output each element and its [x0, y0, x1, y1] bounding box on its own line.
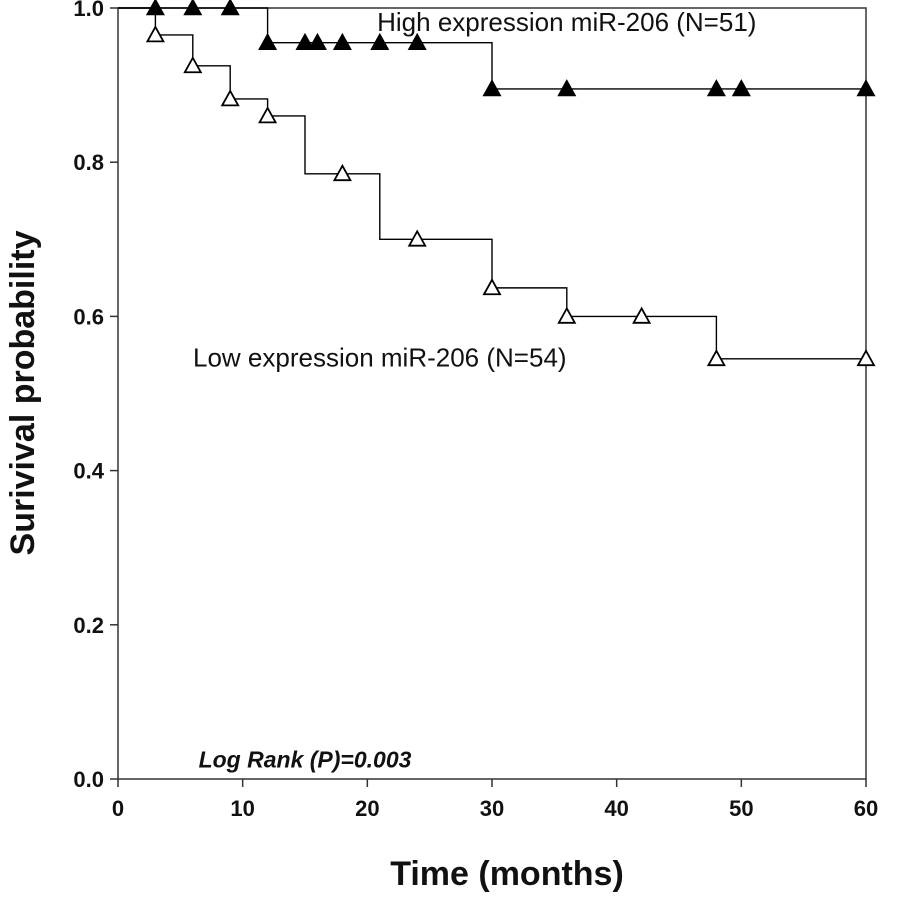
x-axis: 0 10 20 30 40 50 60 — [112, 779, 878, 821]
low-expression-censor-marker — [183, 55, 203, 74]
low-expression-censor-marker — [632, 306, 652, 324]
y-axis-title: Surivival probability — [4, 230, 42, 555]
high-expression-censor-marker — [856, 79, 876, 97]
high-expression-censor-marker — [258, 32, 278, 50]
low-expression-censor-marker — [557, 306, 577, 324]
high-expression-censor-marker — [183, 0, 203, 16]
x-tick-label: 20 — [355, 796, 379, 821]
high-expression-censor-marker — [557, 79, 577, 97]
high-expression-censor-marker — [706, 79, 726, 97]
x-axis-title: Time (months) — [390, 855, 624, 893]
low-expression-censor-marker — [856, 348, 876, 367]
y-tick-label: 0.2 — [73, 613, 104, 638]
low-annotation: Low expression miR-206 (N=54) — [193, 343, 567, 373]
high-expression-censor-marker — [482, 79, 502, 97]
high-expression-censor-marker — [145, 0, 165, 16]
y-axis: 0.0 0.2 0.4 0.6 0.8 1.0 — [73, 0, 118, 792]
x-tick-label: 0 — [112, 796, 124, 821]
y-tick-label: 0.8 — [73, 150, 104, 175]
series-layer — [118, 0, 876, 367]
x-tick-label: 10 — [230, 796, 254, 821]
y-tick-label: 0.6 — [73, 304, 104, 329]
low-expression-censor-marker — [258, 106, 278, 124]
high-expression-censor-marker — [731, 79, 751, 97]
low-expression-censor-marker — [220, 89, 240, 107]
low-expression-censor-marker — [332, 163, 352, 182]
high-expression-censor-marker — [295, 32, 315, 50]
low-expression-censor-marker — [482, 278, 502, 296]
low-expression-censor-marker — [706, 348, 726, 367]
high-expression-censor-marker — [370, 32, 390, 50]
plot-frame — [117, 7, 867, 780]
y-tick-label: 0.4 — [73, 459, 104, 484]
x-tick-label: 40 — [604, 796, 628, 821]
low-expression-censor-marker — [145, 25, 165, 43]
high-expression-censor-marker — [332, 32, 352, 50]
y-tick-label: 0.0 — [73, 767, 104, 792]
high-expression-censor-marker — [407, 32, 427, 50]
high-expression-censor-marker — [220, 0, 240, 16]
high-expression-censor-marker — [307, 32, 327, 50]
high-annotation: High expression miR-206 (N=51) — [377, 7, 756, 37]
x-tick-label: 60 — [854, 796, 878, 821]
x-tick-label: 50 — [729, 796, 753, 821]
annotations: High expression miR-206 (N=51) Low expres… — [193, 7, 756, 772]
logrank-annotation: Log Rank (P)=0.003 — [199, 746, 412, 772]
x-tick-label: 30 — [480, 796, 504, 821]
low-expression-censor-marker — [407, 229, 427, 247]
y-tick-label: 1.0 — [73, 0, 104, 21]
